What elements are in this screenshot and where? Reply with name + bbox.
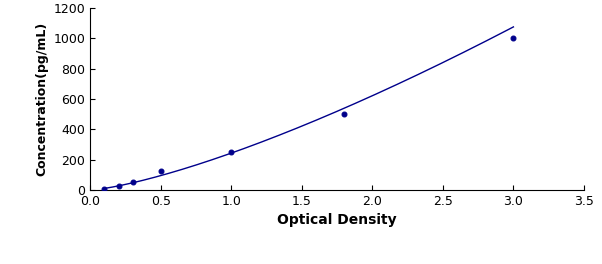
Y-axis label: Concentration(pg/mL): Concentration(pg/mL) (35, 22, 48, 176)
X-axis label: Optical Density: Optical Density (278, 214, 397, 228)
